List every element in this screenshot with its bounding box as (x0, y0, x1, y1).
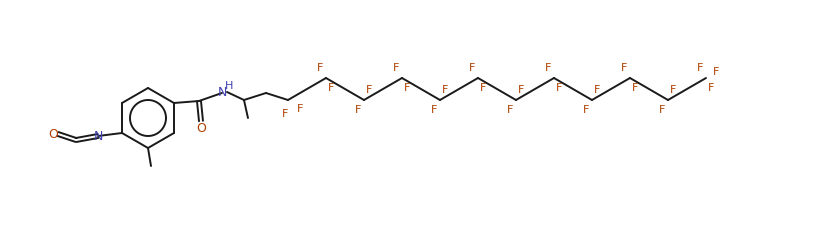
Text: F: F (328, 82, 335, 92)
Text: F: F (584, 105, 589, 114)
Text: F: F (670, 86, 677, 96)
Text: O: O (48, 128, 58, 141)
Text: F: F (356, 105, 361, 114)
Text: N: N (93, 129, 103, 142)
Text: F: F (659, 105, 666, 114)
Text: F: F (442, 86, 449, 96)
Text: F: F (469, 64, 476, 73)
Text: F: F (481, 82, 486, 92)
Text: F: F (697, 64, 704, 73)
Text: F: F (556, 82, 563, 92)
Text: F: F (366, 86, 373, 96)
Text: F: F (518, 86, 525, 96)
Text: F: F (318, 64, 323, 73)
Text: H: H (225, 81, 233, 91)
Text: F: F (709, 82, 714, 92)
Text: O: O (196, 122, 206, 135)
Text: F: F (621, 64, 628, 73)
Text: F: F (546, 64, 551, 73)
Text: F: F (594, 86, 601, 96)
Text: F: F (404, 82, 411, 92)
Text: F: F (431, 105, 438, 114)
Text: F: F (507, 105, 514, 114)
Text: F: F (393, 64, 400, 73)
Text: N: N (217, 86, 226, 99)
Text: F: F (281, 109, 288, 119)
Text: F: F (632, 82, 639, 92)
Text: F: F (714, 67, 719, 77)
Text: F: F (297, 104, 303, 114)
